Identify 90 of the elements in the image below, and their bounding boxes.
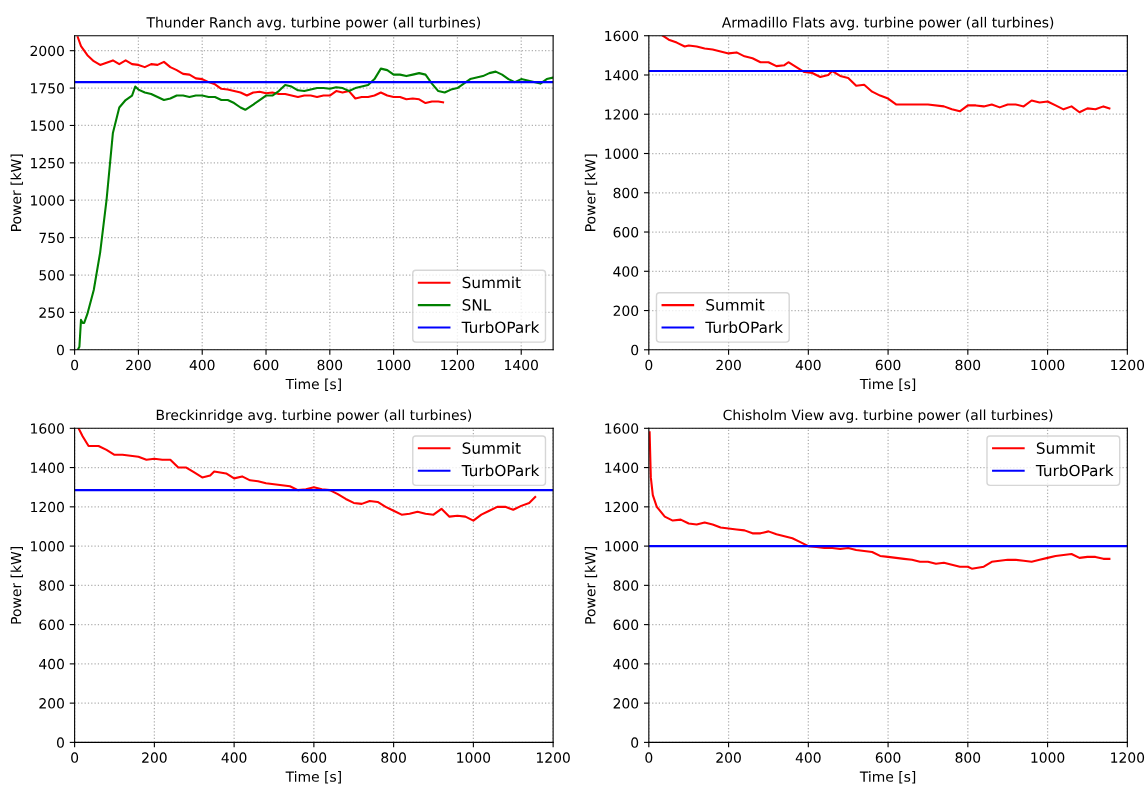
legend-label: TurbOPark (461, 464, 540, 477)
x-tick-label: 400 (189, 359, 215, 371)
legend-label: Summit (706, 298, 765, 311)
chart-title: Chisholm View avg. turbine power (all turbines) (723, 409, 1053, 423)
y-tick-label: 1600 (31, 423, 64, 434)
x-axis-title: Time [s] (859, 378, 916, 391)
y-tick-label: 250 (39, 307, 64, 318)
y-tick-label: 2000 (30, 45, 64, 57)
x-tick-label: 600 (875, 359, 901, 371)
y-tick-label: 400 (613, 266, 639, 277)
legend-label: TurbOPark (461, 321, 540, 334)
y-tick-label: 1250 (31, 157, 64, 169)
chart-title: Breckinridge avg. turbine power (all turbines) (156, 409, 472, 423)
y-tick-label: 400 (613, 658, 639, 670)
x-tick-label: 400 (795, 752, 821, 763)
y-tick-label: 1200 (605, 109, 639, 120)
chart-title: Armadillo Flats avg. turbine power (all turbines) (721, 16, 1054, 31)
x-tick-label: 1400 (505, 359, 538, 371)
y-tick-label: 800 (613, 580, 639, 591)
y-tick-label: 1750 (31, 83, 64, 94)
y-tick-label: 1000 (605, 541, 639, 552)
x-tick-label: 800 (381, 752, 406, 763)
y-tick-label: 400 (39, 658, 64, 670)
x-tick-label: 1000 (377, 359, 411, 371)
x-tick-label: 1000 (457, 752, 491, 763)
y-tick-label: 800 (613, 187, 639, 199)
y-tick-label: 800 (39, 580, 64, 591)
legend-label: Summit (462, 276, 521, 289)
y-tick-label: 600 (613, 619, 639, 631)
y-tick-label: 200 (613, 305, 639, 317)
x-tick-label: 0 (71, 752, 79, 763)
y-tick-label: 200 (39, 698, 64, 709)
y-axis-title: Power [kW] (10, 547, 23, 624)
y-tick-label: 0 (56, 344, 64, 356)
x-tick-label: 200 (716, 359, 741, 371)
y-tick-label: 0 (56, 737, 64, 748)
line-series (648, 431, 1111, 570)
y-axis-title: Power [kW] (584, 547, 598, 624)
line-series (76, 36, 445, 105)
legend-label: Summit (462, 442, 521, 454)
y-tick-label: 1000 (31, 541, 64, 552)
y-tick-label: 1000 (605, 148, 639, 159)
x-tick-label: 0 (645, 359, 653, 371)
x-tick-label: 800 (955, 359, 981, 371)
y-tick-label: 1600 (605, 30, 639, 42)
y-tick-label: 1000 (31, 195, 64, 206)
y-tick-label: 1600 (605, 423, 639, 434)
y-axis-title: Power [kW] (10, 154, 23, 231)
x-tick-label: 0 (645, 752, 653, 763)
x-tick-label: 0 (71, 359, 79, 371)
x-axis-title: Time [s] (285, 378, 341, 391)
x-tick-label: 400 (795, 359, 821, 371)
x-tick-label: 800 (955, 752, 981, 763)
x-tick-label: 1200 (1111, 359, 1145, 371)
legend-label: Summit (1036, 442, 1095, 454)
y-tick-label: 1400 (605, 69, 639, 81)
legend-label: TurbOPark (705, 321, 784, 334)
x-tick-label: 600 (253, 359, 279, 371)
x-tick-label: 200 (716, 752, 741, 763)
y-tick-label: 1200 (605, 501, 639, 513)
y-tick-label: 1400 (31, 462, 64, 474)
legend-label: SNL (462, 299, 492, 311)
y-tick-label: 200 (613, 698, 639, 709)
x-tick-label: 800 (317, 359, 343, 371)
y-tick-label: 750 (39, 232, 64, 244)
x-axis-title: Time [s] (285, 771, 341, 784)
x-tick-label: 1200 (1111, 752, 1145, 763)
x-tick-label: 200 (126, 359, 151, 371)
x-tick-label: 1000 (1031, 752, 1065, 763)
y-tick-label: 500 (39, 269, 64, 281)
y-tick-label: 600 (613, 226, 639, 238)
x-tick-label: 1000 (1031, 359, 1065, 371)
line-series (77, 428, 537, 522)
x-axis-title: Time [s] (859, 771, 916, 784)
legend-label: TurbOPark (1035, 464, 1114, 477)
y-tick-label: 0 (631, 737, 639, 748)
y-axis-title: Power [kW] (584, 154, 598, 231)
y-tick-label: 600 (39, 619, 64, 631)
x-tick-label: 1200 (536, 752, 570, 763)
x-tick-label: 1200 (441, 359, 475, 371)
x-tick-label: 200 (142, 752, 167, 763)
y-tick-label: 1400 (605, 462, 639, 474)
x-tick-label: 400 (221, 752, 247, 763)
y-tick-label: 1200 (31, 501, 64, 513)
x-tick-label: 600 (875, 752, 901, 763)
y-tick-label: 1500 (31, 120, 64, 131)
y-tick-label: 0 (631, 344, 639, 356)
x-tick-label: 600 (301, 752, 327, 763)
line-series (661, 35, 1111, 114)
chart-title: Thunder Ranch avg. turbine power (all turbines) (146, 16, 481, 31)
